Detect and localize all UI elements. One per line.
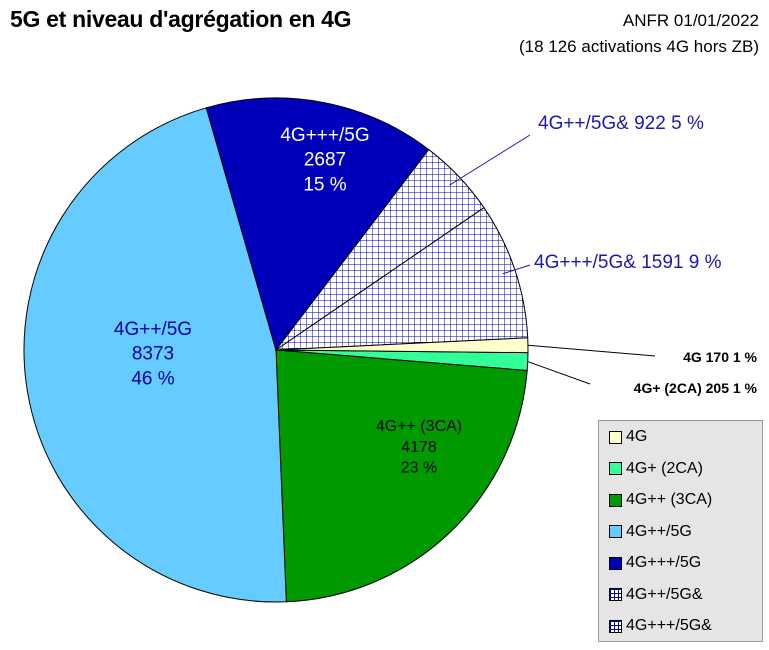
pie-slices — [23, 97, 529, 603]
legend-item: 4G+++/5G& — [609, 616, 712, 636]
legend-swatch — [609, 525, 622, 538]
slice-label-4g-5g-line-2: 8373 — [132, 344, 174, 365]
slice-label-4g-5g-amp: 4G++/5G& 922 5 % — [538, 113, 704, 134]
chart-title: 5G et niveau d'agrégation en 4G — [10, 6, 352, 32]
legend-label: 4G+++/5G& — [626, 617, 712, 634]
legend-item: 4G++/5G — [609, 522, 692, 542]
slice-label-4g-5g-line-1: 4G+++/5G — [280, 125, 369, 146]
slice-label-4g-5g-line-3: 46 % — [131, 368, 174, 389]
source-date: ANFR 01/01/2022 — [622, 11, 759, 30]
slice-label-4g-3ca-line-2: 4178 — [401, 439, 437, 456]
slice-label-4g-plus-2ca: 4G+ (2CA) 205 1 % — [634, 380, 758, 396]
slice-label-4g-5g-line-2: 2687 — [304, 150, 346, 171]
legend-item: 4G++/5G& — [609, 585, 703, 605]
slice-labels: 4G++ (3CA) 4178 23 % 4G++/5G 8373 46 % 4G+++/5… — [114, 113, 758, 477]
source-activations: (18 126 activations 4G hors ZB) — [518, 37, 759, 56]
legend-item: 4G++ (3CA) — [609, 490, 712, 510]
pie-slice-4g-3ca — [275, 349, 528, 603]
slice-label-4g: 4G 170 1 % — [683, 349, 757, 365]
leader-lines — [449, 134, 656, 385]
legend-label: 4G+++/5G — [626, 554, 702, 571]
legend-label: 4G++/5G — [626, 522, 692, 540]
leader-line-4g-5g-amp — [449, 134, 531, 186]
legend-item: 4G+++/5G — [609, 553, 701, 573]
legend-swatch — [609, 556, 622, 570]
leader-line-4g-plus-2ca — [527, 361, 591, 385]
legend-swatch — [609, 588, 622, 601]
pie-slice-4g-5g — [23, 107, 287, 603]
legend-swatch — [609, 430, 622, 444]
legend-swatch — [609, 493, 622, 507]
legend-label: 4G+ (2CA) — [626, 459, 703, 477]
legend-label: 4G++/5G& — [626, 585, 703, 603]
slice-label-4g-3ca-line-3: 23 % — [401, 460, 437, 477]
pie-slice-4g-5g — [205, 97, 430, 352]
legend-label: 4G — [626, 428, 648, 445]
slice-label-4g-5g-line-1: 4G++/5G — [114, 319, 192, 340]
legend-swatch — [609, 619, 622, 633]
slice-label-4g-5g-line-3: 15 % — [303, 174, 346, 195]
leader-line-4g-5g-amp-plus — [502, 264, 531, 275]
leader-line-4g — [527, 344, 656, 357]
slice-label-4g-3ca-line-1: 4G++ (3CA) — [376, 418, 462, 435]
slice-label-4g-plus-5g-amp: 4G+++/5G& 1591 9 % — [534, 252, 722, 273]
legend-item: 4G — [609, 427, 647, 447]
legend: 4G 4G+ (2CA) 4G++ (3CA) 4G++/5G 4G+++/5G 4G++… — [598, 420, 763, 642]
legend-item: 4G+ (2CA) — [609, 459, 703, 479]
chart-source-note: ANFR 01/01/2022 (18 126 activations 4G h… — [519, 8, 759, 60]
pie-slice-4g — [275, 337, 529, 354]
legend-label: 4G++ (3CA) — [626, 491, 713, 508]
legend-swatch — [609, 462, 622, 475]
